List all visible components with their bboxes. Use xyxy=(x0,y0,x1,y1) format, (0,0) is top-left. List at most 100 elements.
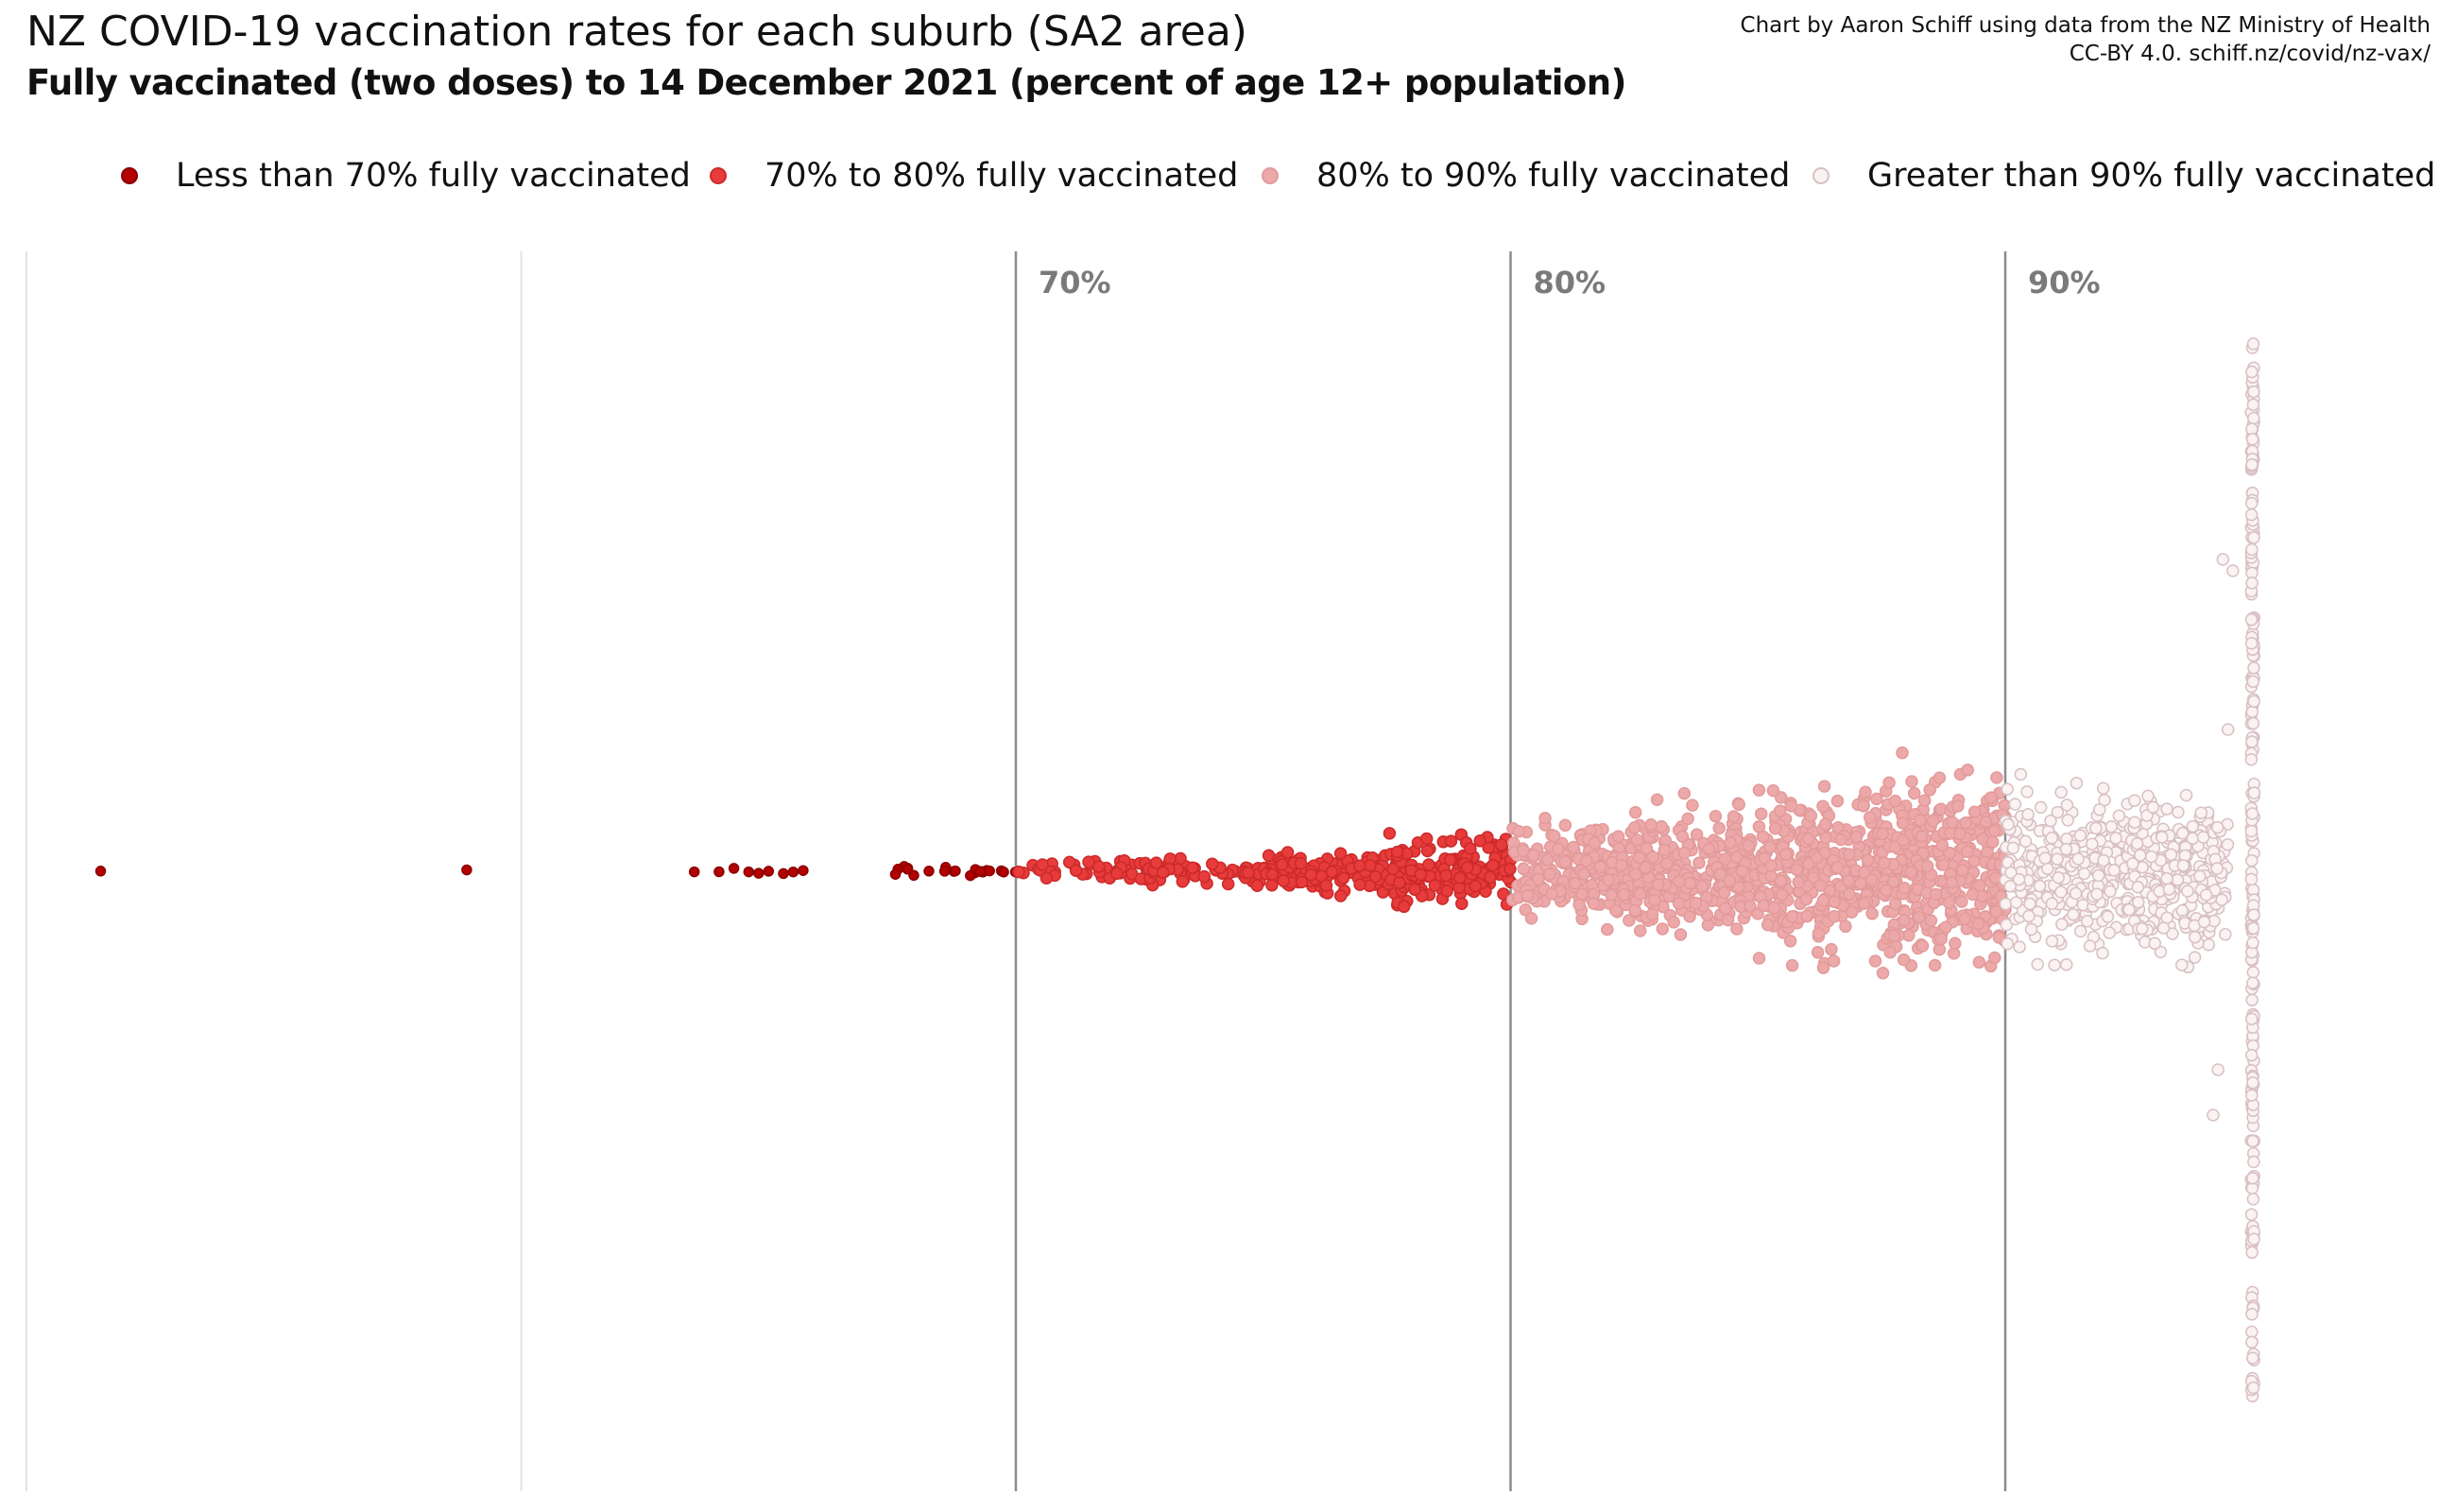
suburb-dot xyxy=(2244,507,2259,522)
suburb-dot xyxy=(2246,398,2260,411)
suburb-dot xyxy=(1398,900,1411,914)
suburb-dot xyxy=(1864,873,1879,886)
suburb-dot xyxy=(1408,883,1421,896)
suburb-dot xyxy=(1439,868,1452,883)
suburb-dot xyxy=(1486,858,1500,872)
suburb-dot xyxy=(1929,887,1943,902)
suburb-dot xyxy=(1842,848,1856,861)
suburb-dot xyxy=(1713,868,1727,881)
suburb-dot xyxy=(1775,874,1788,888)
suburb-dot xyxy=(1304,868,1317,882)
suburb-dot xyxy=(1915,830,1929,843)
suburb-dot xyxy=(1250,879,1264,892)
suburb-dot xyxy=(1420,844,1435,858)
suburb-dot xyxy=(2245,433,2259,446)
suburb-dot xyxy=(2247,385,2260,399)
suburb-dot xyxy=(1799,892,1813,906)
suburb-dot xyxy=(2135,922,2149,936)
suburb-dot xyxy=(1655,819,1668,833)
suburb-dot xyxy=(1868,954,1882,968)
suburb-dot xyxy=(1939,920,1952,935)
suburb-dot xyxy=(1547,829,1561,843)
suburb-dot xyxy=(1443,853,1457,867)
suburb-dot xyxy=(2122,902,2136,917)
suburb-dot xyxy=(2221,838,2235,851)
suburb-dot xyxy=(2244,1048,2259,1062)
suburb-dot xyxy=(1702,842,1716,856)
suburb-dot xyxy=(1540,853,1555,867)
suburb-dot xyxy=(2059,842,2073,856)
suburb-dot xyxy=(2246,966,2260,979)
suburb-dot xyxy=(2128,794,2141,807)
suburb-dot xyxy=(1813,879,1828,892)
suburb-dot xyxy=(923,866,935,877)
suburb-dot xyxy=(2083,939,2097,953)
suburb-dot xyxy=(2144,850,2158,864)
suburb-dot xyxy=(2247,661,2260,675)
suburb-dot xyxy=(1197,869,1211,884)
suburb-dot xyxy=(753,868,765,879)
suburb-dot xyxy=(1967,854,1981,868)
suburb-dot xyxy=(2060,799,2074,812)
gridline-label-70: 70% xyxy=(1039,265,1111,301)
suburb-dot xyxy=(1971,917,1985,931)
suburb-dot xyxy=(2246,1381,2260,1395)
suburb-dot xyxy=(1861,853,1875,868)
suburb-dot xyxy=(1545,887,1558,901)
suburb-dot xyxy=(1816,894,1830,907)
suburb-dot xyxy=(1973,879,1986,892)
suburb-dot xyxy=(2054,785,2068,799)
suburb-dot xyxy=(2175,903,2190,918)
suburb-dot xyxy=(902,864,914,875)
suburb-dot xyxy=(2004,866,2018,880)
suburb-dot xyxy=(2197,915,2211,929)
legend-label-70-80: 70% to 80% fully vaccinated xyxy=(765,157,1239,195)
suburb-dot xyxy=(1827,954,1841,968)
suburb-dot xyxy=(2128,816,2141,829)
suburb-dot xyxy=(2045,935,2059,948)
legend-label-under-70: Less than 70% fully vaccinated xyxy=(176,157,691,195)
suburb-dot xyxy=(1817,780,1831,793)
suburb-dot xyxy=(2059,957,2073,971)
suburb-dot xyxy=(2154,945,2168,959)
suburb-dot xyxy=(2245,1246,2259,1260)
suburb-dot xyxy=(1602,873,1615,886)
suburb-dot xyxy=(2070,776,2084,790)
suburb-dot xyxy=(2014,767,2028,782)
suburb-dot xyxy=(1926,814,1940,828)
suburb-dot xyxy=(1672,874,1686,888)
suburb-dot xyxy=(1567,840,1580,854)
suburb-dot xyxy=(1658,843,1672,857)
suburb-dot xyxy=(984,865,995,877)
suburb-dot xyxy=(1580,854,1593,868)
suburb-dot xyxy=(1752,783,1766,797)
suburb-dot xyxy=(2105,819,2119,833)
suburb-dot xyxy=(1732,798,1745,812)
suburb-dot xyxy=(2245,576,2259,590)
suburb-dot xyxy=(778,868,789,880)
suburb-dot xyxy=(1888,840,1902,854)
suburb-dot xyxy=(1428,879,1442,892)
suburb-dot xyxy=(1907,786,1921,800)
suburb-dot xyxy=(2207,1108,2220,1122)
suburb-dot xyxy=(2194,806,2208,819)
suburb-dot xyxy=(1517,844,1530,858)
suburb-dot xyxy=(1849,831,1864,844)
suburb-dot xyxy=(2246,675,2259,689)
suburb-dot xyxy=(965,869,976,882)
suburb-dot xyxy=(1611,830,1625,843)
suburb-dot xyxy=(2133,849,2147,862)
suburb-dot xyxy=(2020,785,2034,799)
suburb-dot xyxy=(1723,874,1737,887)
suburb-dot xyxy=(1935,838,1950,852)
suburb-dot xyxy=(1721,913,1735,927)
suburb-dot xyxy=(2048,958,2061,971)
suburb-dot xyxy=(1336,871,1350,885)
suburb-dot xyxy=(2246,1134,2259,1148)
suburb-dot xyxy=(2216,553,2230,566)
suburb-dot xyxy=(1818,817,1832,831)
suburb-dot xyxy=(1667,916,1680,929)
suburb-dot xyxy=(998,867,1009,878)
suburb-dot xyxy=(2219,928,2232,941)
